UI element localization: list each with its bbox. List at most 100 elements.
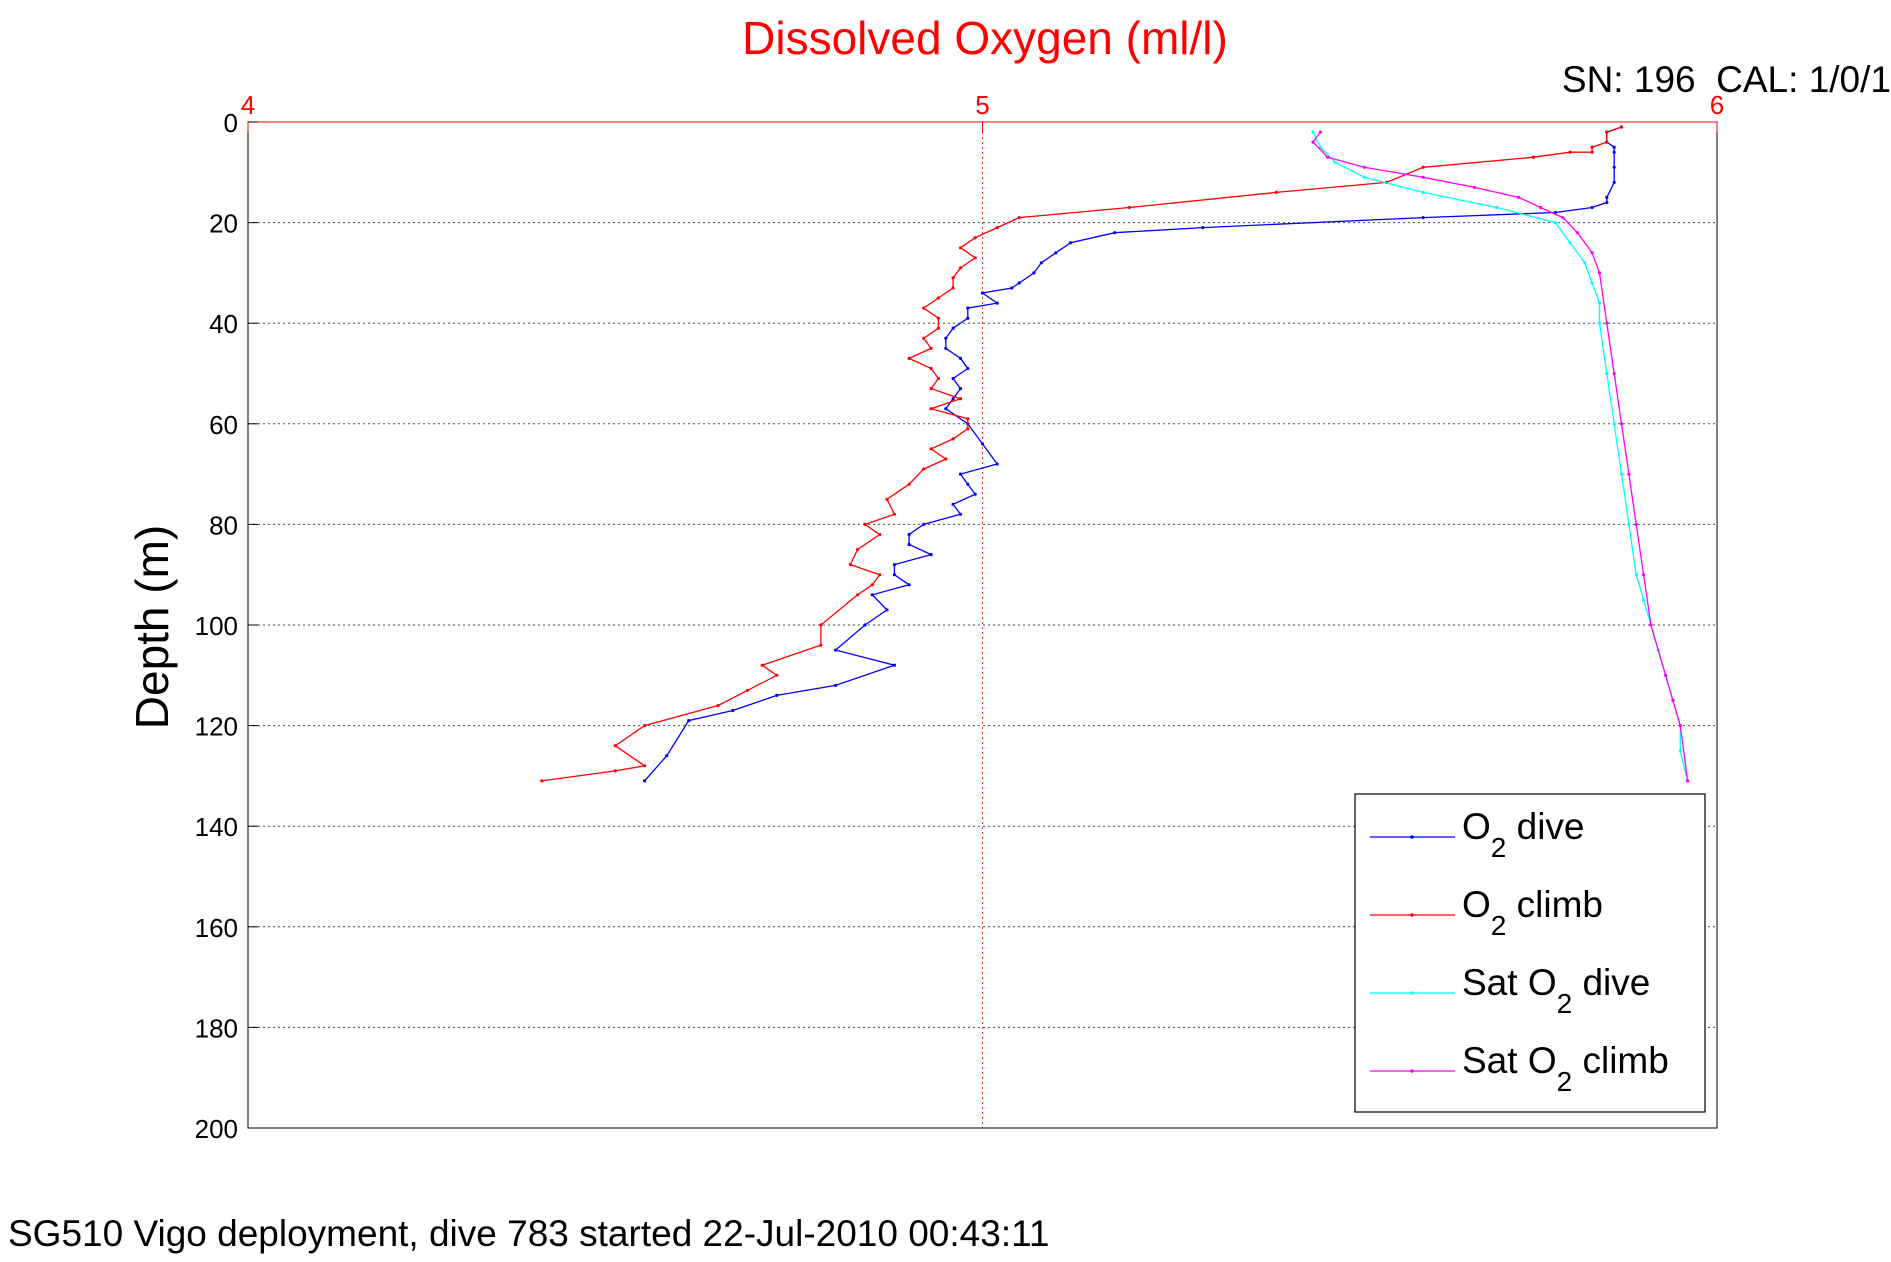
y-axis-label: Depth (m) <box>126 525 178 729</box>
data-point <box>958 246 963 250</box>
series-line <box>1312 131 1689 781</box>
legend-label-subscript: 2 <box>1491 910 1507 941</box>
data-point <box>745 688 750 693</box>
data-point <box>958 512 963 516</box>
legend-marker <box>1410 913 1414 917</box>
data-point <box>1590 205 1594 210</box>
data-point <box>856 593 860 597</box>
data-point <box>1539 205 1543 210</box>
series-2 <box>1311 130 1690 783</box>
data-point <box>716 703 720 708</box>
data-point <box>1619 472 1624 476</box>
data-point <box>922 522 926 527</box>
x-tick-label: 4 <box>241 90 255 120</box>
data-point <box>936 296 941 300</box>
data-point <box>973 236 977 240</box>
data-point <box>951 326 955 330</box>
data-point <box>1597 301 1602 305</box>
data-point <box>1054 251 1058 255</box>
data-point <box>1642 598 1646 602</box>
data-point <box>936 376 941 381</box>
data-point <box>966 306 970 310</box>
data-point <box>892 563 897 567</box>
y-tick-label: 0 <box>224 108 238 138</box>
data-point <box>892 512 897 516</box>
legend-marker <box>1410 991 1414 995</box>
data-point <box>760 663 764 667</box>
data-point <box>1039 261 1043 265</box>
data-point <box>958 472 963 476</box>
y-tick-label: 200 <box>195 1114 238 1144</box>
data-point <box>1590 150 1594 154</box>
x-tick-label: 5 <box>975 90 989 120</box>
data-point <box>929 346 933 350</box>
data-point <box>878 532 882 537</box>
data-point <box>1612 145 1616 149</box>
data-point <box>613 744 617 748</box>
data-point <box>848 563 852 567</box>
data-point <box>936 316 941 320</box>
data-point <box>1517 195 1521 199</box>
y-tick-label: 140 <box>195 812 238 842</box>
series-3 <box>1311 130 1690 783</box>
data-point <box>863 522 867 527</box>
data-point <box>951 376 955 381</box>
data-point <box>1421 216 1425 220</box>
data-point <box>1032 271 1036 275</box>
data-point <box>907 356 911 360</box>
data-point <box>1568 241 1572 245</box>
data-point <box>958 356 963 360</box>
data-point <box>870 593 874 597</box>
data-point <box>1671 698 1675 703</box>
data-point <box>885 608 889 612</box>
data-point <box>856 547 860 552</box>
data-point <box>966 427 970 431</box>
data-point <box>929 553 933 557</box>
data-point <box>1590 145 1594 149</box>
data-point <box>1127 205 1131 210</box>
footer-caption: SG510 Vigo deployment, dive 783 started … <box>8 1213 1050 1254</box>
legend-label-main: Sat O <box>1462 1040 1557 1081</box>
data-point <box>1473 185 1477 189</box>
data-point <box>892 573 897 577</box>
data-point <box>907 542 911 547</box>
data-point <box>1590 281 1594 285</box>
data-point <box>1642 573 1646 577</box>
data-point <box>1583 261 1587 265</box>
data-point <box>870 583 874 587</box>
data-point <box>1362 175 1366 179</box>
legend-label-rest: climb <box>1572 1040 1669 1081</box>
legend-label: O2 climb <box>1462 884 1603 941</box>
legend-label: Sat O2 dive <box>1462 962 1650 1019</box>
data-point <box>1421 175 1425 179</box>
data-point <box>958 387 963 391</box>
data-point <box>1612 165 1616 169</box>
chart-title: Dissolved Oxygen (ml/l) <box>742 12 1228 64</box>
data-point <box>878 573 882 577</box>
data-point <box>731 708 735 713</box>
data-point <box>1421 190 1425 194</box>
y-tick-label: 40 <box>209 309 238 339</box>
data-point <box>966 366 970 371</box>
legend-label-subscript: 2 <box>1557 1066 1573 1097</box>
data-point <box>775 693 779 698</box>
legend-label-main: O <box>1462 806 1491 847</box>
data-point <box>1590 251 1594 255</box>
series-line <box>644 126 1622 782</box>
data-point <box>929 447 933 451</box>
y-tick-label: 80 <box>209 510 238 540</box>
data-point <box>966 316 970 320</box>
legend-label-main: Sat O <box>1462 962 1557 1003</box>
data-point <box>1201 226 1205 230</box>
data-point <box>643 724 647 728</box>
data-point <box>951 286 955 290</box>
data-point <box>1553 221 1557 225</box>
data-point <box>944 407 948 411</box>
data-point <box>951 397 955 401</box>
data-point <box>907 583 911 587</box>
data-point <box>1627 472 1631 476</box>
data-point <box>1318 130 1322 134</box>
data-point <box>1649 623 1653 627</box>
data-point <box>1612 422 1616 426</box>
